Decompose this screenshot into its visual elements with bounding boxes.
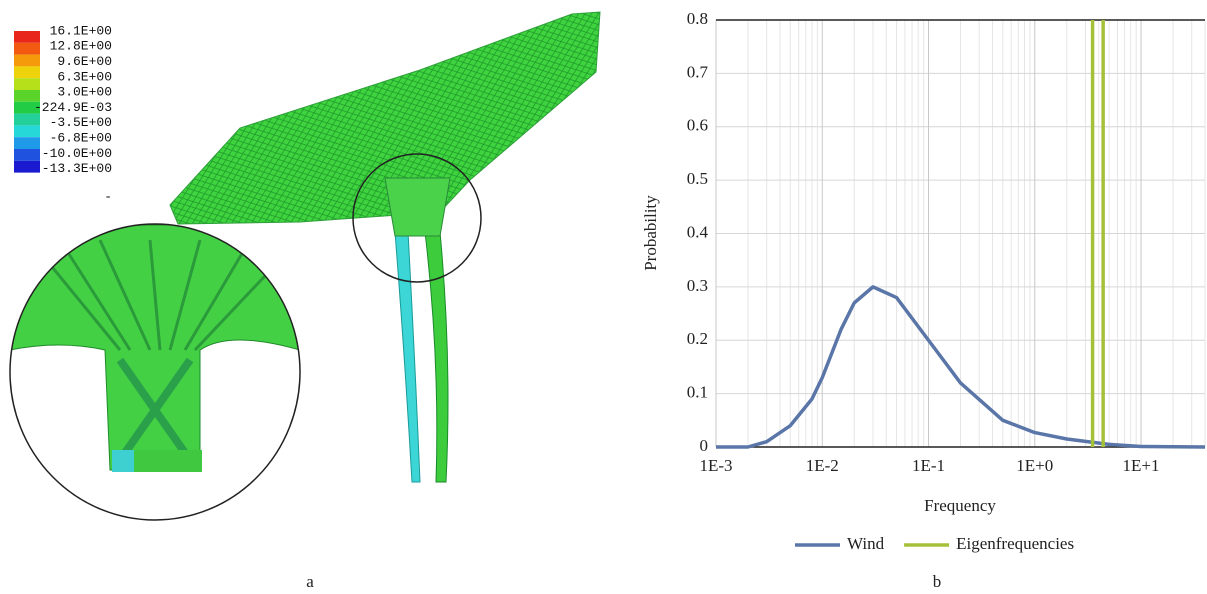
color-swatch (14, 43, 40, 55)
color-swatch (14, 78, 40, 90)
y-tick-label: 0.4 (687, 222, 709, 241)
color-swatch (14, 161, 40, 173)
x-tick-label: 1E+0 (1016, 456, 1053, 475)
x-axis-label: Frequency (924, 496, 996, 515)
color-swatch (14, 66, 40, 78)
color-swatch (14, 125, 40, 137)
color-swatch (14, 55, 40, 67)
legend-label: - (104, 189, 112, 204)
legend-label: -10.0E+00 (42, 146, 112, 161)
color-swatch (14, 31, 40, 43)
caption: a (306, 572, 314, 591)
x-tick-label: 1E-1 (912, 456, 945, 475)
legend-label: -224.9E-03 (34, 100, 112, 115)
legend-label: 3.0E+00 (57, 85, 112, 100)
y-tick-label: 0.3 (687, 276, 708, 295)
legend-label: -6.8E+00 (50, 131, 112, 146)
y-tick-label: 0.7 (687, 62, 709, 81)
y-tick-label: 0.5 (687, 169, 708, 188)
legend-label: -3.5E+00 (50, 115, 112, 130)
color-swatch (14, 114, 40, 126)
legend-label: 16.1E+00 (50, 23, 112, 38)
y-axis-label: Probability (641, 195, 660, 271)
chart: 0 0.1 0.2 0.3 0.4 0.5 0.6 0.7 0.8 1E-3 1E-2 1E-1 1E+… (687, 9, 1205, 553)
color-swatch (14, 137, 40, 149)
legend-label: 12.8E+00 (50, 39, 112, 54)
x-tick-label: 1E+1 (1123, 456, 1160, 475)
legend-label: 6.3E+00 (57, 69, 112, 84)
legend-label: Wind (847, 534, 885, 553)
x-tick-label: 1E-3 (699, 456, 732, 475)
x-tick-label: 1E-2 (806, 456, 839, 475)
color-legend: 16.1E+0012.8E+009.6E+006.3E+003.0E+00-22… (14, 23, 112, 204)
y-tick-label: 0.1 (687, 383, 708, 402)
color-swatch (14, 149, 40, 161)
legend-label: Eigenfrequencies (956, 534, 1074, 553)
y-tick-label: 0.2 (687, 329, 708, 348)
legend-label: 9.6E+00 (57, 54, 112, 69)
y-tick-label: 0.8 (687, 9, 708, 28)
caption: b (933, 572, 942, 591)
figure: 16.1E+0012.8E+009.6E+006.3E+003.0E+00-22… (0, 0, 1207, 594)
y-tick-label: 0 (700, 436, 709, 455)
y-tick-label: 0.6 (687, 116, 708, 135)
legend-label: -13.3E+00 (42, 161, 112, 176)
